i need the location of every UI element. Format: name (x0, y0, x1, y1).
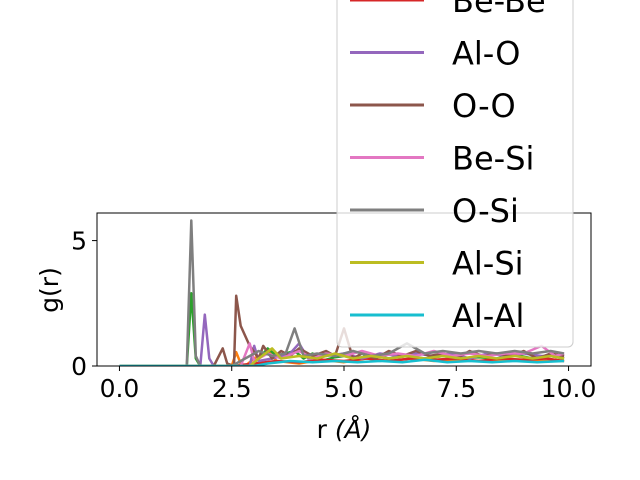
x-ticks: 0.0 2.5 5.0 7.5 10.0 (100, 366, 597, 403)
legend-label-o-o: O-O (452, 87, 516, 125)
legend: Be-Be Al-O O-O Be-Si O-Si Al-Si Al-Al (336, 0, 574, 348)
x-tick-label: 7.5 (436, 374, 476, 403)
y-tick-label: 0 (71, 352, 87, 381)
x-axis-label: r (Å) (317, 415, 372, 444)
legend-label-be-be: Be-Be (452, 0, 546, 20)
series-line-al-al (119, 358, 565, 366)
y-axis-label: g(r) (35, 267, 64, 313)
legend-label-al-si: Al-Si (452, 245, 524, 283)
y-tick-label: 5 (71, 227, 87, 256)
series-line-al-si (119, 347, 565, 366)
y-ticks: 05 (71, 227, 97, 381)
legend-label-al-o: Al-O (452, 35, 520, 73)
x-tick-label: 10.0 (541, 374, 597, 403)
series-layer (119, 219, 565, 366)
legend-label-be-si: Be-Si (452, 140, 534, 178)
series-line-o-si (119, 219, 565, 366)
x-tick-label: 2.5 (212, 374, 252, 403)
x-tick-label: 5.0 (324, 374, 364, 403)
legend-label-al-al: Al-Al (452, 297, 524, 335)
legend-label-o-si: O-Si (452, 192, 519, 230)
x-tick-label: 0.0 (100, 374, 140, 403)
legend-frame (336, 0, 574, 348)
